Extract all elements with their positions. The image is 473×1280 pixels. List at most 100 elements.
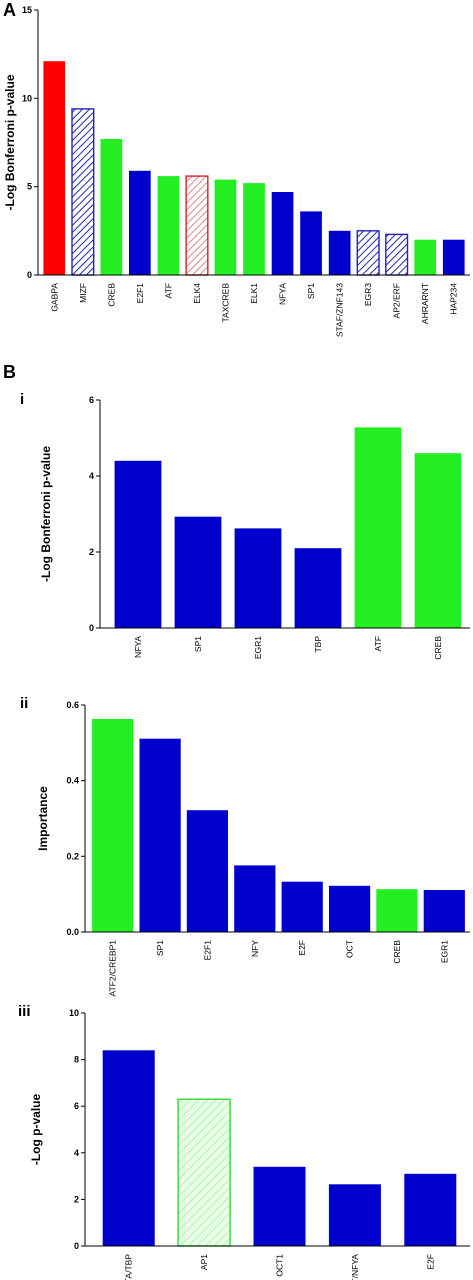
y-tick-label-a-0: 0 bbox=[27, 270, 32, 280]
panel-label-i: i bbox=[20, 391, 24, 408]
bar-a-10 bbox=[328, 230, 351, 275]
y-axis-label-bii: Importance bbox=[36, 786, 50, 851]
category-label-bi-2: EGR1 bbox=[253, 636, 263, 659]
bar-bi-5 bbox=[414, 453, 462, 628]
panel-label-a: A bbox=[3, 0, 16, 20]
category-label-bi-3: TBP bbox=[313, 636, 323, 653]
category-label-a-14: HAP234 bbox=[449, 283, 459, 315]
bar-a-5 bbox=[185, 175, 209, 276]
bar-a-4 bbox=[157, 176, 180, 275]
bar-a-9 bbox=[300, 211, 322, 275]
y-tick-label-biii-0: 0 bbox=[74, 1241, 79, 1251]
y-tick-label-a-3: 15 bbox=[22, 5, 32, 15]
chart-b-i: NFYA SP1 EGR1 TBP ATF CREB 0 2 4 6 -Log Bonferroni… bbox=[39, 395, 470, 660]
category-label-bii-7: EGR1 bbox=[439, 940, 449, 963]
bar-bi-2 bbox=[234, 528, 282, 628]
category-label-bii-3: NFY bbox=[250, 940, 260, 957]
category-label-bii-5: OCT bbox=[345, 940, 355, 958]
bar-bi-1 bbox=[174, 516, 222, 628]
panel-label-iii: iii bbox=[18, 1003, 31, 1020]
bar-bi-4 bbox=[354, 427, 402, 628]
bar-bi-0 bbox=[114, 460, 162, 628]
y-tick-label-bii-3: 0.6 bbox=[66, 700, 79, 710]
bar-bii-6 bbox=[376, 889, 418, 932]
category-label-a-7: ELK1 bbox=[249, 283, 259, 304]
y-tick-label-bii-2: 0.4 bbox=[66, 776, 79, 786]
category-label-bi-0: NFYA bbox=[133, 636, 143, 658]
bar-biii-0 bbox=[102, 1050, 155, 1246]
bar-bii-0 bbox=[92, 719, 134, 932]
category-label-a-10: STAF/ZNF143 bbox=[335, 283, 345, 337]
category-label-biii-0: TATA/TBP bbox=[124, 1254, 134, 1280]
category-label-a-12: AP2/ERF bbox=[392, 283, 402, 318]
y-tick-label-biii-1: 2 bbox=[74, 1194, 79, 1204]
category-label-a-5: ELK4 bbox=[192, 283, 202, 304]
category-label-bii-0: ATF2/CREBP1 bbox=[108, 940, 118, 997]
bar-bii-4 bbox=[281, 881, 323, 932]
category-label-a-13: AHRARNT bbox=[420, 283, 430, 324]
category-label-a-4: ATF bbox=[163, 283, 173, 298]
y-axis-label-biii: -Log p-value bbox=[29, 1094, 43, 1166]
bar-a-3 bbox=[129, 170, 151, 275]
bar-a-12 bbox=[385, 233, 409, 276]
y-tick-label-bi-1: 2 bbox=[89, 547, 94, 557]
panel-label-b: B bbox=[3, 362, 16, 382]
category-label-biii-2: OCT1 bbox=[275, 1254, 285, 1277]
bar-bii-3 bbox=[234, 865, 276, 932]
bar-biii-1 bbox=[177, 1098, 231, 1247]
bar-biii-4 bbox=[404, 1173, 457, 1246]
y-tick-label-bi-3: 6 bbox=[89, 395, 94, 405]
chart-b-ii: ATF2/CREBP1 SP1 E2F1 NFY E2F OCT CREB EGR1 0.0 0.… bbox=[36, 700, 470, 997]
y-tick-label-biii-5: 10 bbox=[69, 1008, 79, 1018]
category-label-a-2: CREB bbox=[106, 283, 116, 307]
category-label-bii-1: SP1 bbox=[155, 940, 165, 956]
y-tick-label-bii-0: 0.0 bbox=[66, 927, 79, 937]
category-label-a-6: TAXCREB bbox=[221, 283, 231, 323]
bar-a-6 bbox=[214, 179, 237, 275]
category-label-a-1: MIZF bbox=[78, 283, 88, 303]
bar-a-11 bbox=[356, 230, 380, 276]
bar-bii-5 bbox=[329, 885, 371, 932]
category-label-bi-4: ATF bbox=[373, 636, 383, 651]
bar-a-14 bbox=[442, 239, 465, 275]
y-axis-label-a: -Log Bonferroni p-value bbox=[3, 74, 17, 210]
category-label-a-0: GABPA bbox=[49, 283, 59, 312]
y-axis-label-bi: -Log Bonferroni p-value bbox=[39, 446, 53, 582]
y-tick-label-a-2: 10 bbox=[22, 93, 32, 103]
bar-a-13 bbox=[414, 239, 437, 275]
bar-bi-3 bbox=[294, 548, 342, 628]
bar-biii-2 bbox=[253, 1166, 306, 1246]
y-tick-label-biii-4: 8 bbox=[74, 1055, 79, 1065]
category-label-biii-1: AP1 bbox=[199, 1254, 209, 1270]
bar-a-1 bbox=[71, 108, 95, 276]
y-tick-label-biii-2: 4 bbox=[74, 1148, 79, 1158]
bar-a-2 bbox=[100, 139, 123, 275]
category-label-bii-2: E2F1 bbox=[202, 940, 212, 961]
category-label-a-9: SP1 bbox=[306, 283, 316, 299]
category-label-a-11: EGR3 bbox=[363, 283, 373, 306]
y-tick-label-bi-0: 0 bbox=[89, 623, 94, 633]
y-tick-label-bi-2: 4 bbox=[89, 471, 94, 481]
category-label-a-3: E2F1 bbox=[135, 283, 145, 304]
category-label-bi-5: CREB bbox=[433, 636, 443, 660]
y-tick-label-bii-1: 0.2 bbox=[66, 851, 79, 861]
chart-b-iii: TATA/TBP AP1 OCT1 CAAT/NFYA E2F 0 2 4 6 8 10 -Log p… bbox=[29, 1008, 470, 1280]
category-label-bi-1: SP1 bbox=[193, 636, 203, 652]
category-label-biii-4: E2F bbox=[425, 1254, 435, 1270]
bar-bii-1 bbox=[139, 738, 181, 932]
bar-a-0 bbox=[43, 61, 66, 276]
y-tick-label-biii-3: 6 bbox=[74, 1101, 79, 1111]
bar-a-7 bbox=[243, 183, 265, 275]
category-label-biii-3: CAAT/NFYA bbox=[350, 1254, 360, 1280]
chart-a: GABPA MIZF CREB E2F1 ATF ELK4 TAXCREB ELK1 NFYA S… bbox=[3, 5, 470, 337]
bar-biii-3 bbox=[328, 1184, 381, 1246]
bar-a-8 bbox=[271, 192, 294, 275]
panel-label-ii: ii bbox=[20, 695, 28, 712]
category-label-bii-6: CREB bbox=[392, 940, 402, 964]
category-label-a-8: NFYA bbox=[278, 283, 288, 305]
bar-bii-2 bbox=[186, 810, 228, 932]
y-tick-label-a-1: 5 bbox=[27, 182, 32, 192]
bar-bii-7 bbox=[423, 890, 465, 932]
category-label-bii-4: E2F bbox=[297, 940, 307, 956]
